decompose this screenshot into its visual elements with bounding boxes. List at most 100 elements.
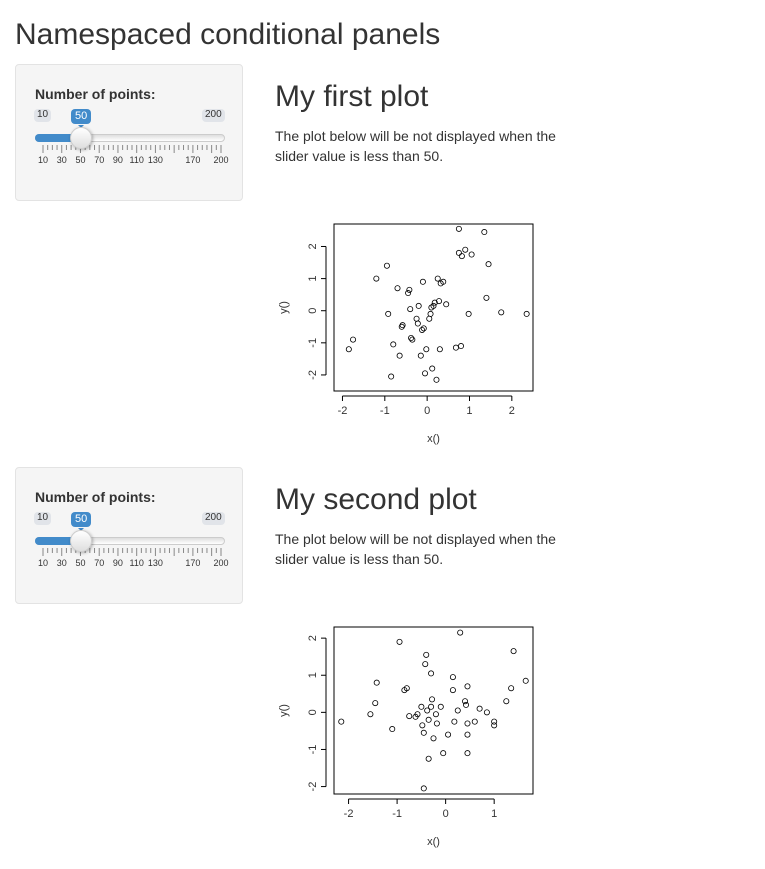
scatter-point: [415, 302, 422, 309]
scatter-point: [426, 315, 433, 322]
x-tick-label: 2: [509, 405, 515, 417]
y-axis-label: y(): [278, 301, 290, 314]
slider-well: Number of points: 10 200 50 10 30 50 70 90 11…: [15, 467, 243, 604]
scatter-point: [476, 705, 483, 712]
scatter-point: [422, 661, 429, 668]
slider-tick-label: 30: [56, 155, 67, 165]
scatter-point: [436, 298, 443, 305]
y-tick-label: 1: [307, 672, 319, 678]
scatter-point: [383, 262, 390, 269]
x-tick-label: 1: [491, 808, 497, 820]
slider-handle[interactable]: [70, 530, 92, 552]
scatter-point: [409, 336, 416, 343]
plot-box: [333, 223, 534, 392]
x-tick-label: 0: [424, 405, 430, 417]
y-tick-label: -1: [307, 745, 319, 755]
slider-value-bubble: 50: [71, 109, 92, 124]
y-tick-label: -2: [307, 370, 319, 380]
scatter-point: [425, 716, 432, 723]
scatter-point: [373, 275, 380, 282]
scatter-point: [350, 336, 357, 343]
scatter-point: [436, 346, 443, 353]
scatter-point: [498, 309, 505, 316]
scatter-point: [464, 731, 471, 738]
scatter-point: [419, 278, 426, 285]
scatter-point: [420, 325, 427, 332]
slider-tick-label: 130: [147, 155, 163, 165]
scatter-point: [424, 707, 431, 714]
y-tick-label: 0: [307, 308, 319, 314]
scatter-point: [451, 718, 458, 725]
slider-tick-label: 10: [37, 155, 49, 165]
x-tick-label: -2: [344, 808, 354, 820]
x-tick-label: 0: [443, 808, 449, 820]
scatter-point: [440, 278, 447, 285]
scatter-point: [465, 310, 472, 317]
slider-tick-label: 170: [185, 558, 201, 568]
scatter-point: [508, 685, 515, 692]
scatter-point: [399, 322, 406, 329]
scatter-point: [522, 677, 529, 684]
scatter-point: [408, 335, 415, 342]
scatter-point: [373, 679, 380, 686]
scatter-point: [483, 709, 490, 716]
scatter-point: [417, 352, 424, 359]
slider-tick-label: 30: [56, 558, 67, 568]
slider-handle[interactable]: [70, 127, 92, 149]
x-tick-label: 1: [466, 405, 472, 417]
slider-well: Number of points: 10 200 50 10 30 50 70 90 11…: [15, 64, 243, 201]
scatter-point: [462, 698, 469, 705]
scatter-point: [407, 306, 414, 313]
slider-tick-label: 70: [94, 558, 105, 568]
y-tick-label: 2: [307, 243, 319, 249]
slider-tick-label: 110: [129, 155, 144, 165]
y-axis-label: y(): [278, 704, 290, 717]
scatter-point: [423, 346, 430, 353]
y-tick-label: 1: [307, 276, 319, 282]
x-tick-label: -2: [338, 405, 348, 417]
x-axis-label: x(): [427, 836, 440, 848]
scatter-point: [445, 731, 452, 738]
scatter-point: [458, 343, 465, 350]
scatter-point: [427, 310, 434, 317]
slider-min-label: 10: [34, 109, 52, 122]
slider-fill-bar: [35, 134, 81, 142]
slider-tick-label: 110: [129, 558, 144, 568]
scatter-point: [464, 720, 471, 727]
slider-value-pointer: [78, 528, 84, 531]
scatter-point: [510, 648, 517, 655]
scatter-point: [523, 310, 530, 317]
y-tick-label: 2: [307, 635, 319, 641]
plot-heading: My second plot: [275, 483, 477, 516]
scatter-point: [429, 696, 436, 703]
scatter-point: [422, 370, 429, 377]
slider-max-label: 200: [202, 512, 225, 525]
slider-tick-label: 90: [112, 155, 123, 165]
scatter-plot-1: -2 -1 0 1 2 -2 -1 0 1 2 x() y(): [278, 223, 534, 445]
scatter-point: [458, 253, 465, 260]
scatter-point: [430, 302, 437, 309]
scatter-point: [428, 703, 435, 710]
slider-value-pointer: [78, 125, 84, 128]
scatter-point: [463, 701, 470, 708]
scatter-point: [452, 344, 459, 351]
page-title: Namespaced conditional panels: [15, 18, 441, 51]
scatter-point: [434, 275, 441, 282]
plot-description: The plot below will be not displayed whe…: [275, 128, 556, 164]
scatter-point: [423, 651, 430, 658]
slider-tick-label: 130: [147, 558, 163, 568]
scatter-point: [449, 687, 456, 694]
slider-tick-label: 200: [213, 558, 229, 568]
scatter-point: [491, 718, 498, 725]
plot-heading: My first plot: [275, 80, 429, 113]
scatter-point: [405, 290, 412, 297]
scatter-point: [414, 711, 421, 718]
scatter-point: [464, 750, 471, 757]
scatter-point: [419, 722, 426, 729]
scatter-point: [414, 320, 421, 327]
scatter-point: [420, 785, 427, 792]
slider-min-label: 10: [34, 512, 52, 525]
scatter-point: [432, 711, 439, 718]
scatter-point: [403, 685, 410, 692]
